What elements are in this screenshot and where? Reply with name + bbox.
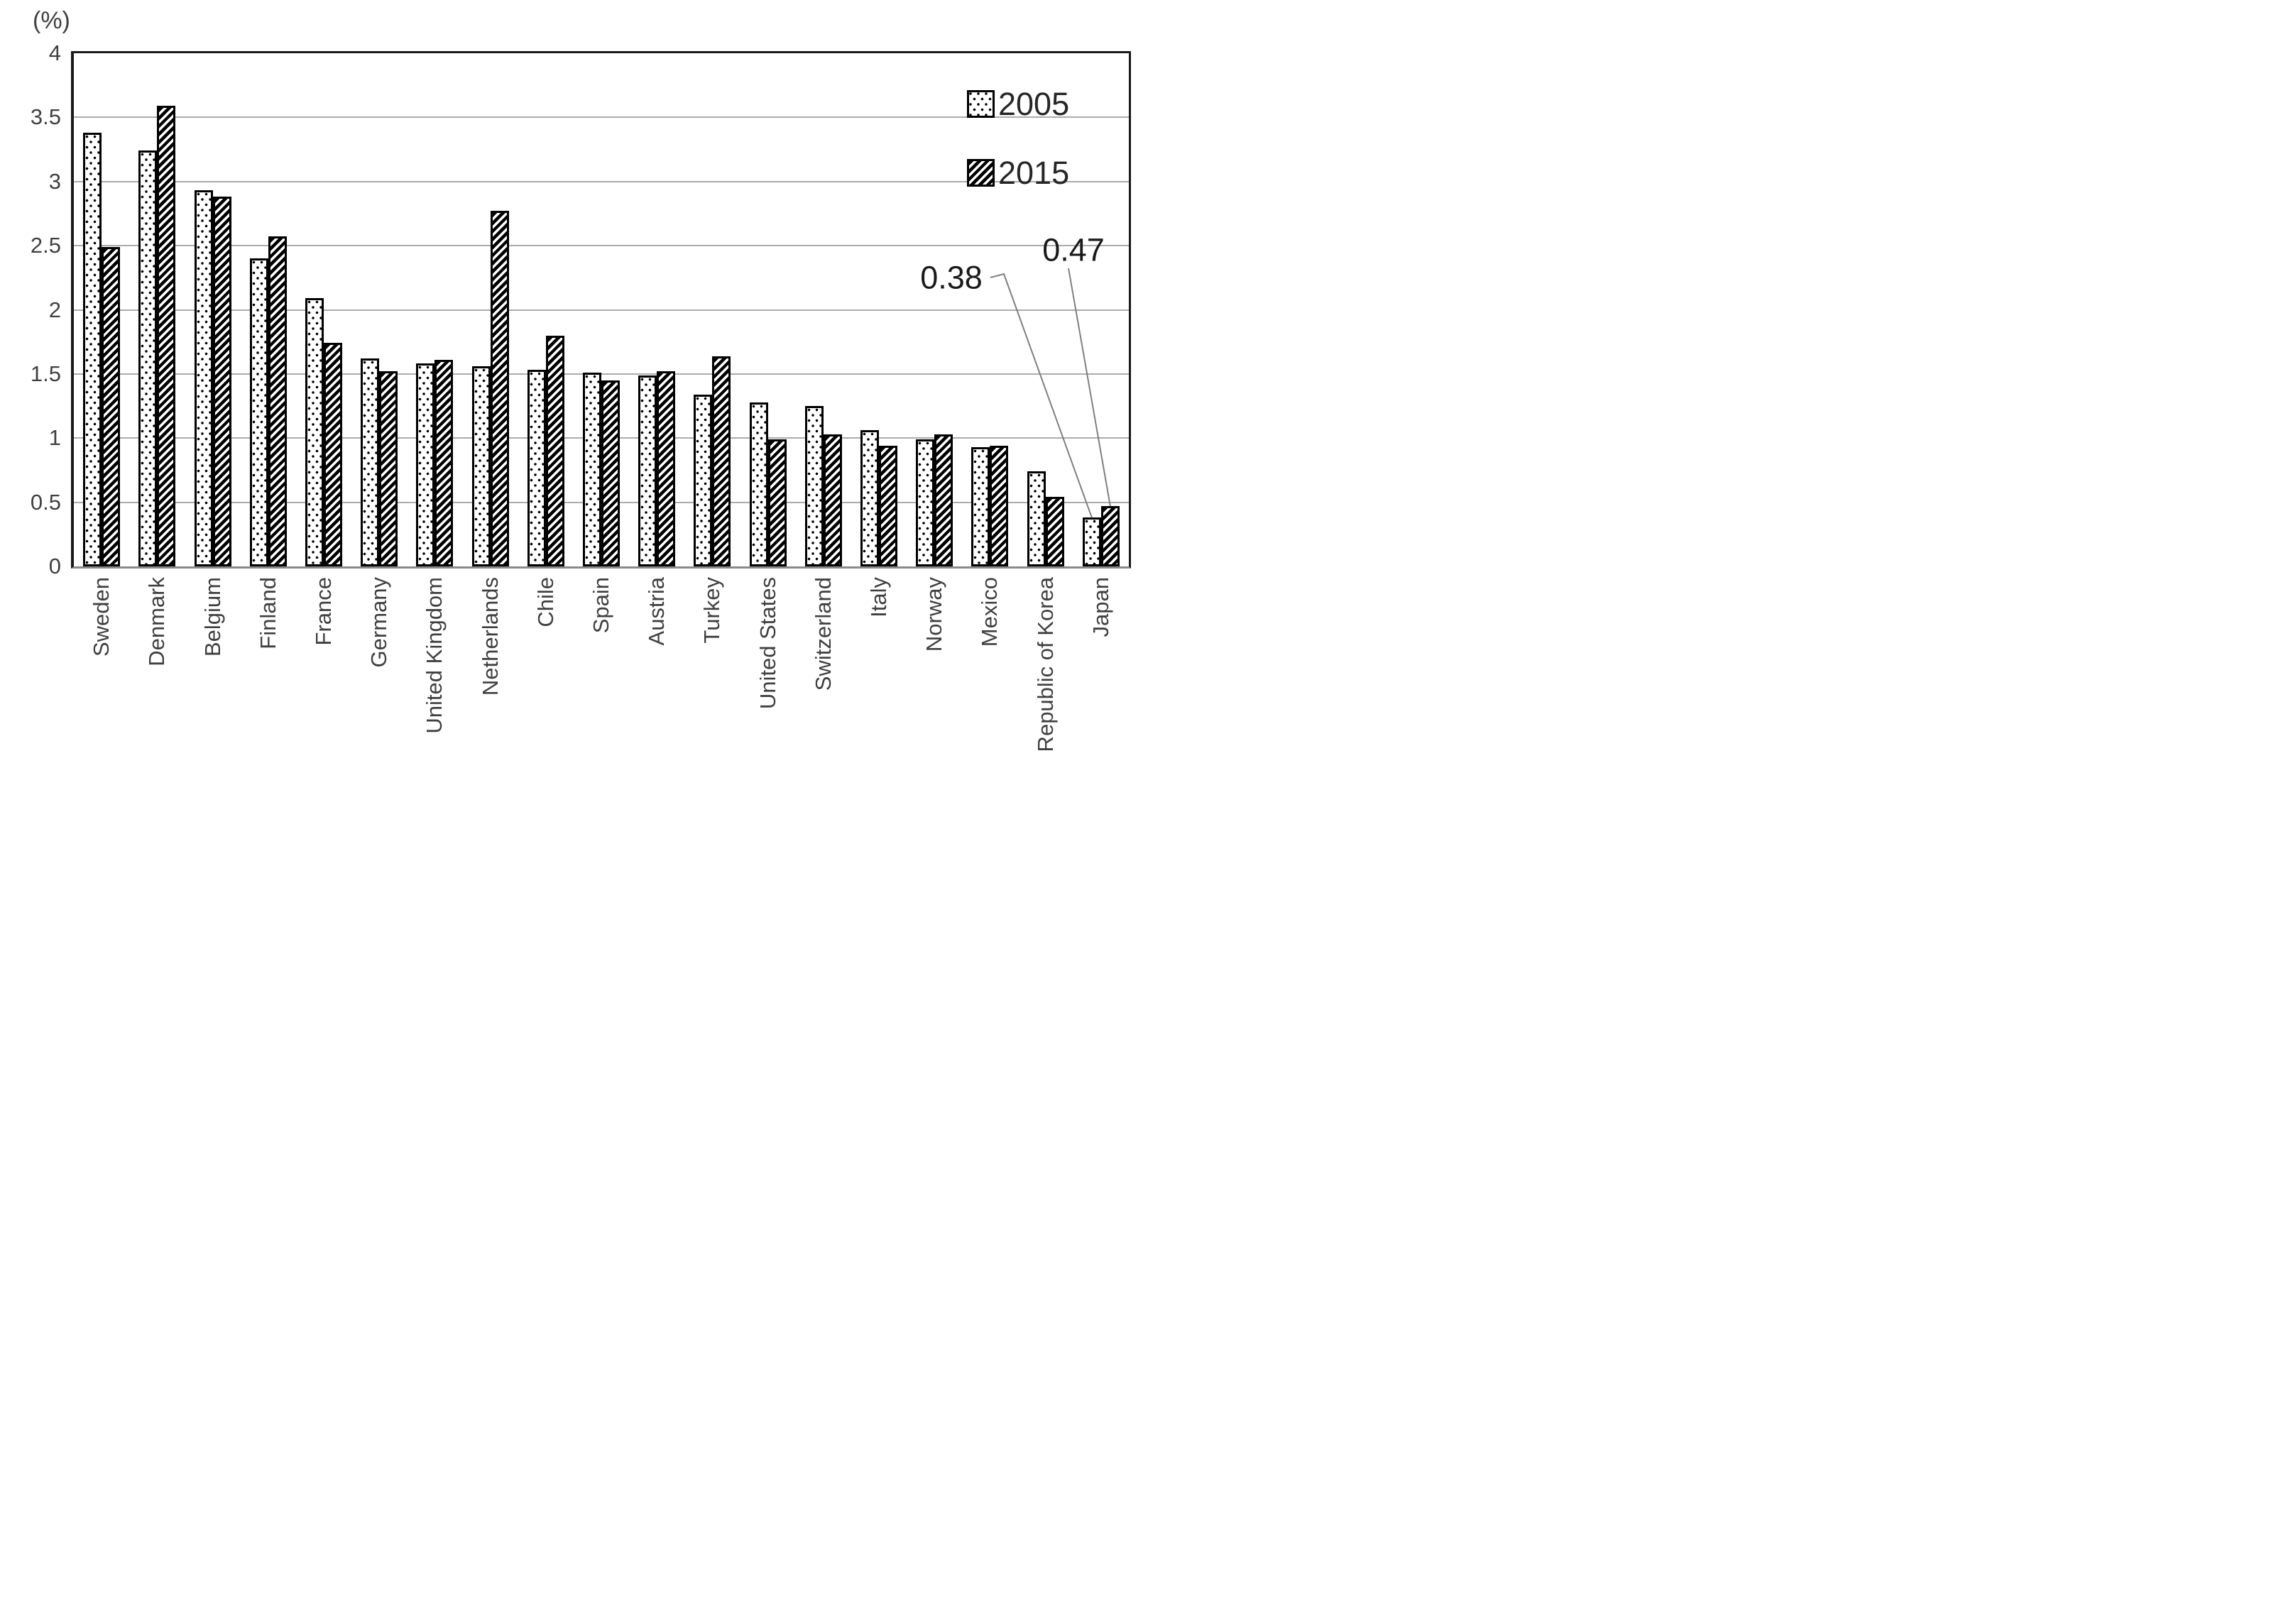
bar-2005-denmark [138, 150, 158, 566]
x-label-austria: Austria [644, 577, 669, 646]
annotation-value-2015-japan: 0.47 [1042, 231, 1105, 268]
bar-2005-germany [361, 358, 380, 566]
x-label-finland: Finland [255, 577, 280, 649]
bar-2015-denmark [157, 106, 176, 566]
bar-2005-finland [249, 258, 268, 566]
bar-2005-austria [638, 375, 657, 566]
bar-2015-france [323, 343, 342, 566]
bar-2015-finland [268, 236, 287, 566]
bar-2005-united-states [749, 402, 768, 566]
x-label-germany: Germany [366, 577, 392, 668]
bar-2015-norway [934, 434, 953, 566]
x-label-norway: Norway [922, 577, 947, 652]
bar-2015-netherlands [490, 211, 509, 566]
y-tick-label-0.5: 0.5 [30, 489, 61, 515]
y-tick-label-1: 1 [48, 425, 61, 451]
y-tick-label-2.5: 2.5 [30, 233, 61, 258]
x-label-denmark: Denmark [144, 577, 170, 666]
bar-2005-norway [916, 439, 935, 566]
y-tick-label-4: 4 [48, 40, 61, 65]
x-label-spain: Spain [589, 577, 613, 634]
x-label-united-states: United States [755, 577, 780, 710]
x-label-france: France [310, 577, 336, 646]
x-label-belgium: Belgium [199, 577, 225, 657]
x-label-chile: Chile [532, 577, 558, 627]
bar-2005-france [305, 298, 324, 566]
bar-2005-belgium [194, 190, 213, 566]
x-label-italy: Italy [866, 577, 892, 618]
x-label-japan: Japan [1088, 577, 1113, 637]
bar-2005-japan [1082, 517, 1101, 566]
y-axis-unit-label: (%) [33, 7, 70, 34]
gridline-y-2.5 [74, 245, 1129, 247]
y-tick-label-0: 0 [48, 554, 61, 578]
bar-2005-republic-of-korea [1027, 471, 1046, 566]
bar-2005-chile [527, 370, 546, 566]
bar-2005-united-kingdom [416, 363, 435, 566]
gridline-y-3.5 [74, 116, 1129, 119]
gridline-y-1.5 [74, 373, 1129, 375]
legend-swatch-2015-diagonal-hatch-icon [967, 159, 995, 187]
bar-2015-germany [379, 371, 398, 566]
bar-2015-belgium [212, 197, 231, 566]
bar-2015-mexico [990, 446, 1009, 566]
y-tick-label-3: 3 [48, 168, 61, 194]
bar-2005-turkey [694, 394, 713, 566]
bar-2015-japan [1100, 506, 1120, 566]
bar-2005-sweden [83, 133, 102, 566]
bar-2015-spain [601, 380, 620, 566]
x-label-switzerland: Switzerland [810, 577, 836, 691]
bar-2005-switzerland [804, 406, 824, 566]
bar-2015-turkey [712, 356, 731, 566]
legend-label-2005: 2005 [998, 86, 1070, 122]
x-label-netherlands: Netherlands [477, 577, 503, 696]
bar-2005-italy [860, 430, 880, 566]
bar-2015-switzerland [823, 434, 842, 566]
x-label-united-kingdom: United Kingdom [422, 577, 447, 734]
x-label-mexico: Mexico [977, 577, 1002, 647]
legend-swatch-2005-dots-icon [967, 90, 995, 118]
x-label-turkey: Turkey [699, 577, 725, 644]
bar-2015-italy [879, 446, 898, 566]
x-label-republic-of-korea: Republic of Korea [1032, 577, 1058, 752]
gridline-y-3 [74, 180, 1129, 182]
bar-2015-chile [545, 335, 564, 566]
bar-2005-spain [583, 373, 601, 566]
bar-2015-austria [657, 371, 676, 566]
bar-2015-sweden [102, 246, 121, 566]
bar-2015-republic-of-korea [1045, 497, 1064, 566]
bar-2005-mexico [971, 446, 990, 566]
bar-2015-united-kingdom [434, 359, 454, 566]
bar-2005-netherlands [471, 366, 491, 566]
y-tick-label-3.5: 3.5 [30, 104, 61, 130]
gridline-y-2 [74, 309, 1129, 311]
bar-chart-figure: (%) 0 0.5 1 1.5 2 2.5 3 3.5 4 Sweden Denmark Belgi… [0, 0, 1148, 798]
y-tick-label-1.5: 1.5 [30, 361, 61, 386]
annotation-value-2005-japan: 0.38 [920, 259, 983, 296]
y-tick-label-2: 2 [48, 297, 61, 322]
bar-2015-united-states [767, 439, 787, 566]
legend-label-2015: 2015 [998, 155, 1070, 191]
x-label-sweden: Sweden [89, 577, 114, 657]
